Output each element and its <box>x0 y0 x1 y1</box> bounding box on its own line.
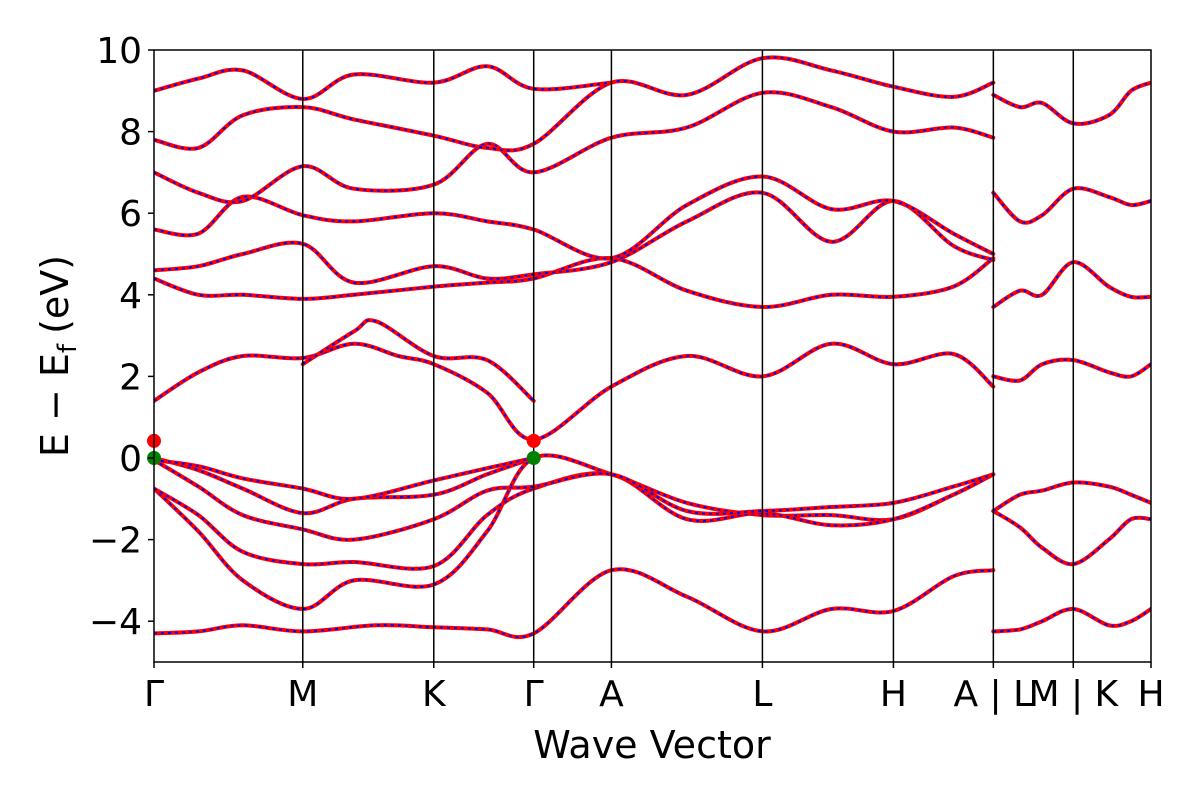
x-axis-label: Wave Vector <box>533 723 771 767</box>
y-tick-label-7: 10 <box>96 31 142 72</box>
x-tick-label-9: H <box>1137 674 1164 715</box>
band-line-overlay-13 <box>154 65 612 101</box>
x-tick-label-3: Γ <box>524 674 544 715</box>
high-symmetry-lines <box>302 50 1075 662</box>
plot-frame <box>153 49 1152 663</box>
band-line-18 <box>991 260 1151 309</box>
band-line-15 <box>991 509 1151 567</box>
band-line-8 <box>154 256 996 310</box>
band-line-overlay-9 <box>154 191 994 285</box>
y-axis-label-unit: (eV) <box>33 255 77 334</box>
x-tick-label-4: A <box>599 674 624 715</box>
plot-area <box>147 49 1152 663</box>
band-line-overlay-15 <box>992 510 1151 566</box>
y-axis-label-main: E − E <box>33 353 77 457</box>
x-tick-label-8: M | K <box>1028 674 1119 715</box>
band-line-overlay-10 <box>154 175 994 260</box>
band-line-overlay-18 <box>992 261 1151 308</box>
x-tick-label-6: H <box>880 674 907 715</box>
x-tick-label-5: L <box>752 674 772 715</box>
y-tick-label-2: 0 <box>119 439 142 480</box>
x-tick-label-0: Γ <box>144 674 164 715</box>
y-tick-label-6: 8 <box>119 113 142 154</box>
band-line-3 <box>154 458 996 542</box>
band-line-4 <box>154 456 536 516</box>
band-line-overlay-4 <box>154 457 535 515</box>
band-line-overlay-5 <box>154 457 534 500</box>
y-axis-ticks: −4 −2 0 2 4 6 8 10 <box>89 31 154 643</box>
band-line-6 <box>154 341 996 442</box>
y-tick-label-1: −2 <box>89 521 142 562</box>
y-tick-label-0: −4 <box>89 602 142 643</box>
x-tick-label-7: A | L <box>953 674 1033 715</box>
band-line-overlay-0 <box>154 568 994 639</box>
band-line-14 <box>991 606 1151 634</box>
band-line-16 <box>991 480 1151 513</box>
y-axis-label-subscript: f <box>53 343 83 353</box>
y-tick-label-5: 6 <box>119 194 142 235</box>
y-tick-label-3: 2 <box>119 357 142 398</box>
x-tick-label-2: K <box>422 674 447 715</box>
y-axis-label: E − Ef (eV) <box>33 255 83 457</box>
band-line-17 <box>991 357 1151 383</box>
band-line-overlay-20 <box>992 81 1151 125</box>
band-edge-markers <box>147 433 541 465</box>
band-lines <box>154 55 1151 640</box>
band-edge-marker-2 <box>526 433 541 448</box>
band-line-overlay-11 <box>154 91 994 204</box>
x-tick-label-1: M <box>287 674 318 715</box>
band-line-20 <box>991 80 1151 126</box>
band-edge-marker-3 <box>526 451 541 465</box>
band-line-overlay-12 <box>154 56 994 152</box>
band-line-12 <box>154 55 996 153</box>
x-axis-ticks: Γ M K Γ A L H A | LM | K H <box>144 662 1165 715</box>
band-line-19 <box>991 186 1151 225</box>
band-line-overlay-2 <box>154 472 994 570</box>
band-line-overlay-3 <box>154 459 994 541</box>
band-line-overlay-7 <box>302 319 535 402</box>
band-line-overlay-8 <box>154 257 994 309</box>
y-tick-label-4: 4 <box>119 276 142 317</box>
